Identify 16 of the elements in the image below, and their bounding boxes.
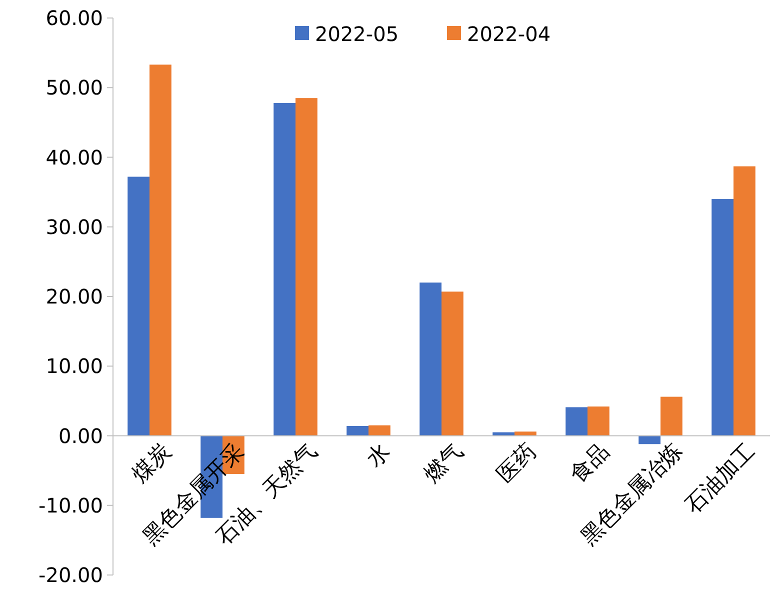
y-tick-label: -10.00: [38, 493, 103, 518]
x-tick-label: 煤炭: [128, 439, 176, 488]
x-tick-label: 水: [362, 439, 396, 472]
x-tick-label: 食品: [566, 439, 614, 488]
y-tick-label: 50.00: [46, 76, 103, 100]
y-tick-label: 0.00: [58, 424, 103, 448]
x-tick-label: 医药: [492, 439, 542, 488]
x-tick-label: 燃气: [420, 439, 468, 488]
legend-label: 2022-04: [467, 22, 551, 46]
y-tick-label: 60.00: [46, 6, 103, 30]
y-tick-label: -20.00: [38, 563, 103, 587]
y-tick-label: 20.00: [46, 284, 103, 308]
y-tick-label: 30.00: [46, 214, 103, 239]
legend-label: 2022-05: [315, 22, 399, 46]
y-tick-label: 40.00: [46, 145, 103, 170]
y-tick-label: 10.00: [46, 354, 103, 378]
